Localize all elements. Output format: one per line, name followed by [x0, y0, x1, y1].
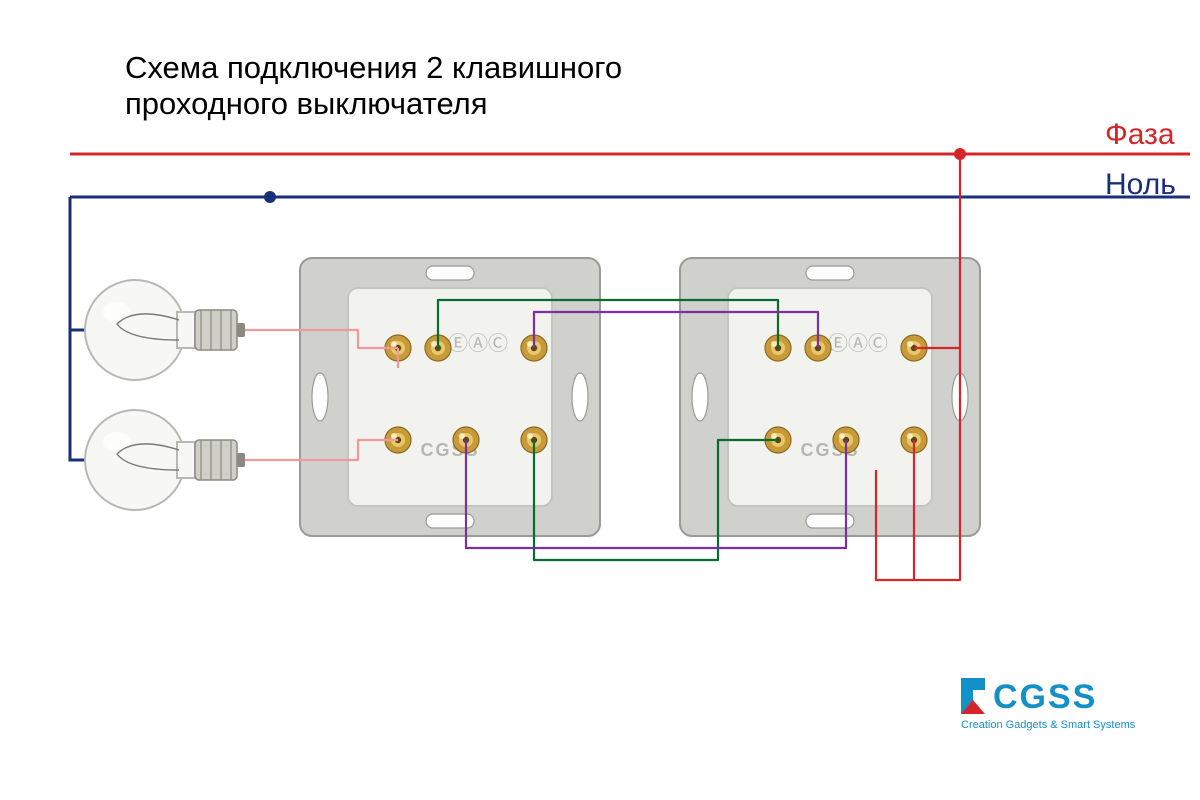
- svg-text:CGSS: CGSS: [993, 678, 1097, 716]
- neutral-junction: [264, 191, 276, 203]
- neutral-label: Ноль: [1105, 168, 1176, 202]
- logo-svg: CGSS Creation Gadgets & Smart Systems: [955, 670, 1175, 740]
- bulb-top: [85, 280, 245, 380]
- bulb-bottom: [85, 410, 245, 510]
- svg-text:Creation Gadgets & Smart Syste: Creation Gadgets & Smart Systems: [961, 719, 1136, 731]
- title-line2: проходного выключателя: [125, 86, 622, 122]
- diagram-title: Схема подключения 2 клавишного проходног…: [125, 50, 622, 122]
- svg-text:ⒺⒶⒸ: ⒺⒶⒸ: [448, 332, 508, 355]
- phase-label: Фаза: [1105, 118, 1175, 152]
- title-line1: Схема подключения 2 клавишного: [125, 50, 622, 86]
- brand-logo: CGSS Creation Gadgets & Smart Systems: [955, 670, 1175, 740]
- svg-text:ⒺⒶⒸ: ⒺⒶⒸ: [828, 332, 888, 355]
